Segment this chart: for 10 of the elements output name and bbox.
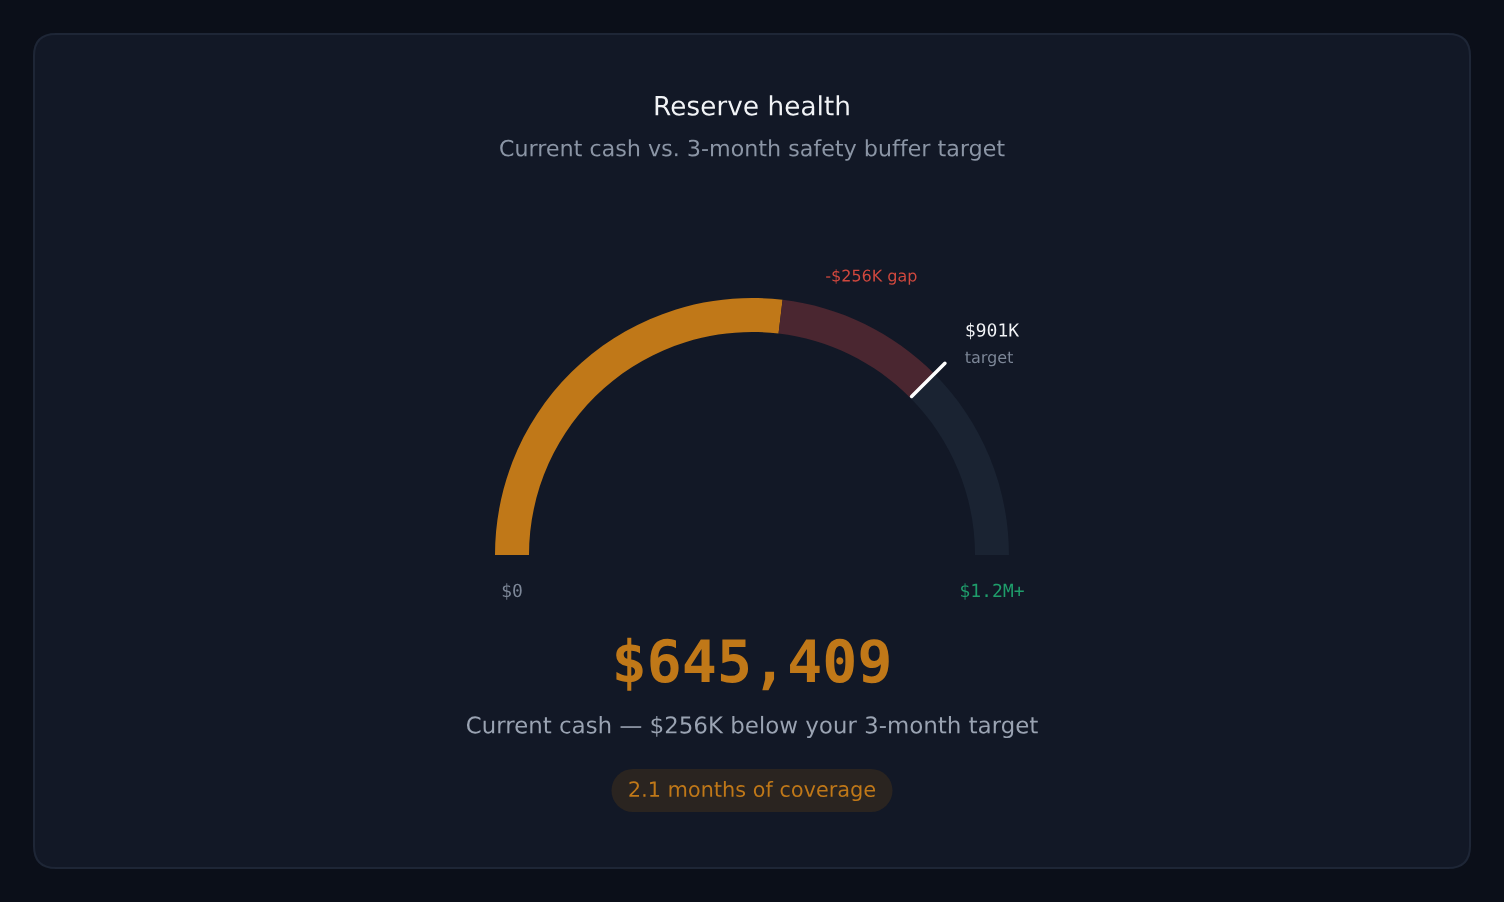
text: $0 [502, 583, 522, 600]
text: 2.1 months of coverage [629, 780, 876, 802]
text: Current cash — $256K below your 3-month target [466, 715, 1038, 739]
text: $645,409 [616, 637, 889, 691]
text: $1.2M+ [961, 583, 1024, 600]
chart-subtitle: Current cash vs. 3-month safety buffer target [500, 139, 1005, 161]
text: $901K [966, 322, 1020, 340]
chart-title: Reserve health [655, 95, 849, 116]
text: target [965, 351, 1013, 367]
slice-label: -$256K gap [826, 269, 917, 285]
